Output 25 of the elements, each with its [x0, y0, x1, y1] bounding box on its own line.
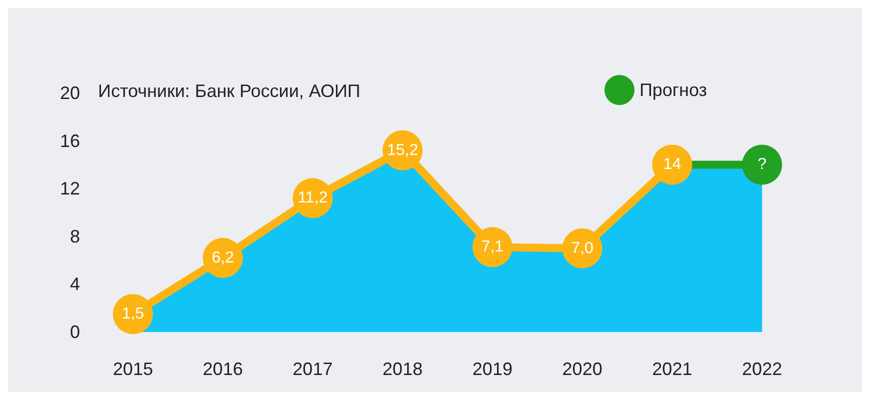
- x-tick-label: 2015: [112, 359, 153, 379]
- point: [742, 144, 782, 185]
- x-tick-label: 2021: [652, 359, 692, 379]
- y-tick-label: 8: [70, 226, 80, 246]
- data-label: 1,5: [122, 306, 144, 323]
- data-label: 6,2: [212, 249, 234, 266]
- x-tick-label: 2022: [742, 359, 782, 379]
- data-label: 7,0: [571, 240, 594, 257]
- y-tick-label: 0: [70, 322, 80, 342]
- y-tick-label: 4: [70, 274, 80, 294]
- x-tick-label: 2020: [562, 359, 602, 379]
- legend-label: Прогноз: [639, 80, 708, 100]
- y-tick-label: 20: [60, 83, 80, 103]
- x-tick-label: 2016: [202, 359, 243, 379]
- annotation: Источники: Банк России, АОИП: [98, 81, 360, 101]
- data-label: 15,2: [386, 142, 418, 159]
- x-tick-label: 2019: [472, 359, 512, 379]
- data-label: 11,2: [298, 190, 328, 207]
- data-label: ?: [758, 156, 767, 174]
- x-tick-label: 2017: [292, 359, 333, 379]
- x-tick-label: 2018: [382, 359, 423, 379]
- data-label: 14: [663, 156, 682, 174]
- data-label: 7,1: [481, 238, 504, 256]
- y-tick-label: 12: [60, 178, 80, 199]
- y-tick-label: 16: [60, 130, 80, 151]
